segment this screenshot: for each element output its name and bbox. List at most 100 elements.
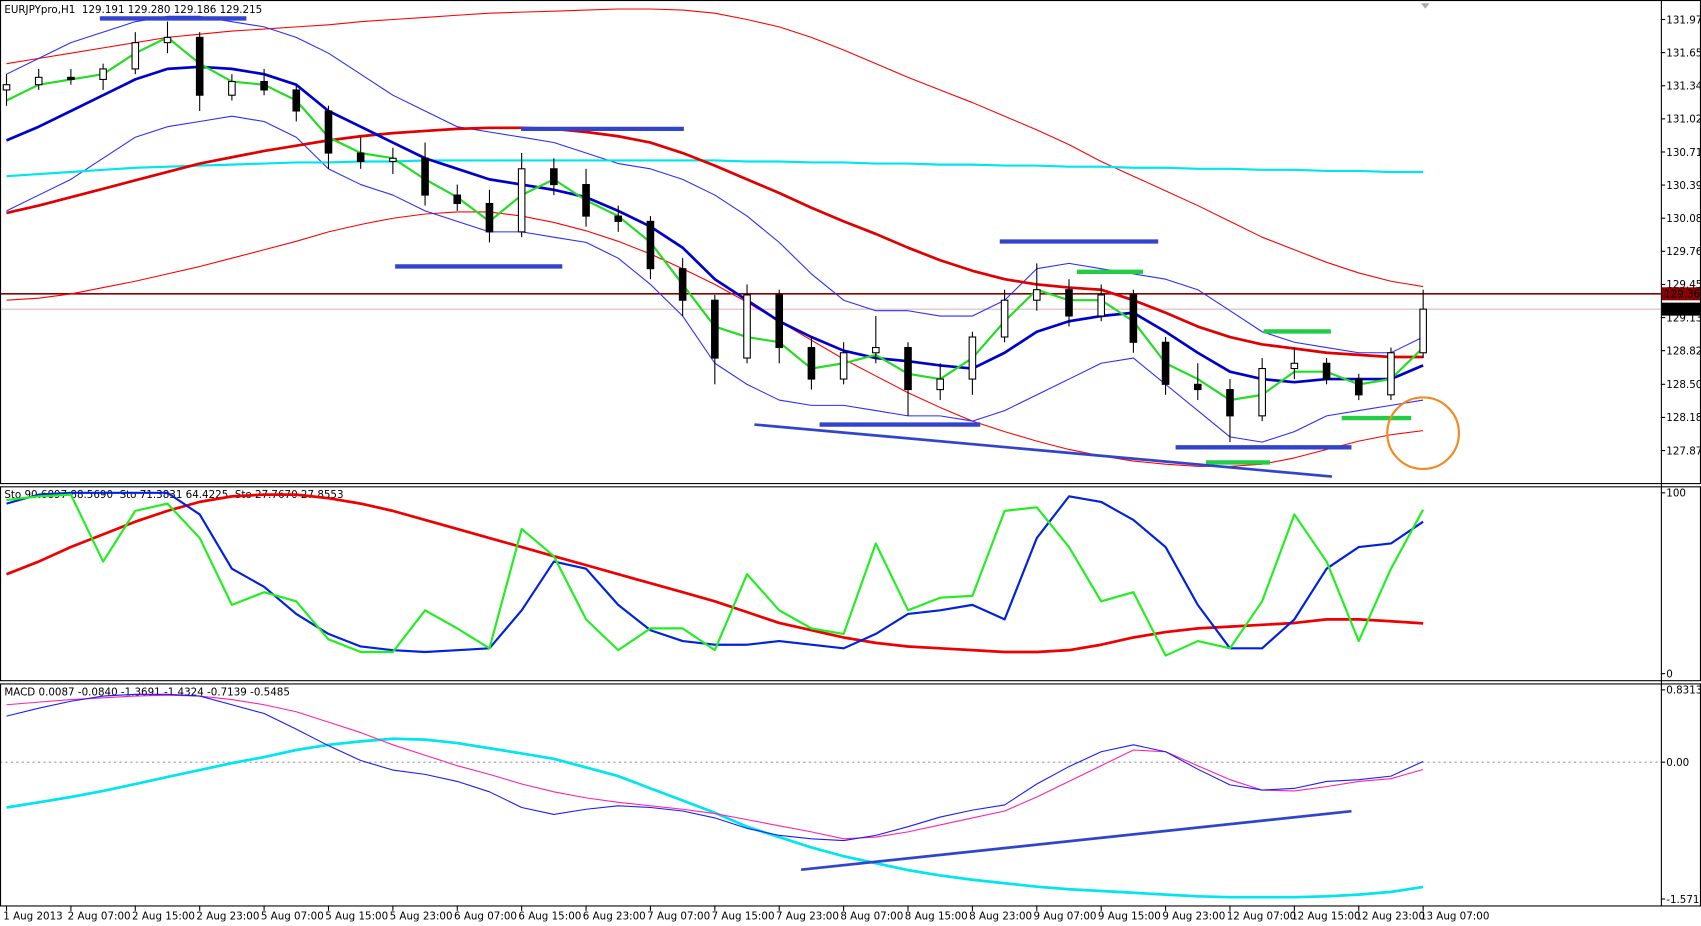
candle-body xyxy=(453,194,462,205)
indicator-line xyxy=(6,737,1424,899)
x-tick-label: 2 Aug 15:00 xyxy=(132,911,195,923)
x-tick-label: 7 Aug 15:00 xyxy=(712,911,775,923)
y-tick-label: 127.870 xyxy=(1666,445,1701,457)
x-tick-label: 9 Aug 23:00 xyxy=(1162,911,1225,923)
candle-body xyxy=(550,168,558,186)
x-tick-label: 6 Aug 23:00 xyxy=(583,911,646,923)
panel-title: Sto 90.6897 88.5690 Sto 71.3831 64.4225 … xyxy=(4,489,343,501)
candle-body xyxy=(163,36,172,44)
candle-body xyxy=(99,68,107,80)
candle-body xyxy=(228,80,236,96)
y-tick-label: 130.710 xyxy=(1666,147,1701,159)
candle-body xyxy=(292,89,301,112)
y-tick-label: 0 xyxy=(1666,668,1673,680)
candle-body xyxy=(1258,368,1266,417)
price-level-label: 129.361 xyxy=(1664,289,1701,301)
y-tick-label: 131.970 xyxy=(1666,14,1701,26)
y-tick-label: 131.655 xyxy=(1666,47,1701,59)
candle-body xyxy=(582,184,590,217)
panel-frames xyxy=(0,0,1701,907)
candle-body xyxy=(324,110,333,154)
candle-body xyxy=(678,268,687,301)
candle-body xyxy=(904,346,912,391)
x-tick-label: 1 Aug 2013 xyxy=(3,911,62,923)
indicator-line xyxy=(6,694,1424,840)
indicator-line xyxy=(6,211,1424,467)
x-tick-label: 6 Aug 07:00 xyxy=(454,911,517,923)
trend-line xyxy=(800,809,1352,872)
candle-body xyxy=(1290,362,1299,370)
indicator-line xyxy=(6,126,1424,359)
indicator-line xyxy=(6,8,1424,288)
candle-body xyxy=(807,346,816,380)
y-tick-label: 131.340 xyxy=(1666,81,1701,93)
x-tick-label: 5 Aug 07:00 xyxy=(261,911,324,923)
y-tick-label: 130.080 xyxy=(1666,213,1701,225)
candle-body xyxy=(67,76,75,80)
price-level-box xyxy=(1661,287,1701,301)
candle-body xyxy=(421,157,429,196)
candle-body xyxy=(839,352,848,380)
x-tick-label: 8 Aug 07:00 xyxy=(840,911,903,923)
panel-title: EURJPYpro,H1 129.191 129.280 129.186 129… xyxy=(4,4,262,16)
candle-body xyxy=(1129,294,1138,343)
indicator-line xyxy=(5,65,1424,384)
panel-title: MACD 0.0087 -0.0840 -1.3691 -1.4324 -0.7… xyxy=(4,686,290,698)
y-tick-label: 131.025 xyxy=(1666,114,1701,126)
candle-body xyxy=(743,294,751,359)
candle-body xyxy=(356,152,365,162)
last-price-label: 129.215 xyxy=(1664,304,1701,316)
candle-body xyxy=(485,202,494,233)
x-tick-label: 12 Aug 07:00 xyxy=(1227,911,1297,923)
candle-body xyxy=(34,76,43,86)
stochastic-panel-frame xyxy=(0,486,1701,682)
y-tick-label: 128.185 xyxy=(1666,412,1701,424)
candle-body xyxy=(131,42,140,70)
candle-body xyxy=(936,378,945,391)
macd-panel-frame xyxy=(0,683,1701,907)
indicator-line xyxy=(6,693,1424,842)
x-tick-label: 5 Aug 15:00 xyxy=(325,911,388,923)
y-tick-label: 0.00 xyxy=(1666,757,1689,769)
x-tick-label: 8 Aug 15:00 xyxy=(905,911,968,923)
candle-body xyxy=(1322,362,1331,380)
y-tick-label: 129.450 xyxy=(1666,279,1701,291)
trend-line xyxy=(754,423,1333,478)
x-tick-label: 9 Aug 15:00 xyxy=(1098,911,1161,923)
x-tick-label: 12 Aug 15:00 xyxy=(1291,911,1361,923)
x-tick-label: 2 Aug 07:00 xyxy=(68,911,131,923)
candle-body xyxy=(1354,378,1363,396)
candle-body xyxy=(775,294,784,349)
candle-body xyxy=(711,299,719,359)
y-tick-label: 128.820 xyxy=(1666,345,1701,357)
candle-body xyxy=(1161,341,1170,385)
candle-body xyxy=(1387,352,1395,396)
y-tick-label: 128.500 xyxy=(1666,379,1701,391)
x-tick-label: 8 Aug 23:00 xyxy=(969,911,1032,923)
candle-body xyxy=(517,168,526,233)
y-tick-label: 129.765 xyxy=(1666,246,1701,258)
candle-body xyxy=(195,36,204,96)
shift-marker xyxy=(1420,3,1430,9)
y-tick-label: 100 xyxy=(1666,488,1686,500)
candle-body xyxy=(2,84,11,91)
indicator-line xyxy=(6,15,1424,354)
candle-body xyxy=(968,336,977,380)
y-tick-label: -1.5712 xyxy=(1666,894,1701,906)
x-tick-label: 2 Aug 23:00 xyxy=(196,911,259,923)
last-price-box xyxy=(1661,302,1701,316)
x-tick-label: 6 Aug 15:00 xyxy=(518,911,581,923)
candle-body xyxy=(260,80,268,91)
candle-body xyxy=(1032,289,1041,301)
y-tick-label: 0.8313 xyxy=(1666,685,1701,697)
candle-body xyxy=(1000,299,1009,338)
candle-body xyxy=(872,346,880,354)
x-tick-label: 13 Aug 07:00 xyxy=(1420,911,1490,923)
indicator-line xyxy=(6,159,1424,178)
plot-layer: EURJPYpro,H1 129.191 129.280 129.186 129… xyxy=(0,4,1701,922)
highlight-circle xyxy=(1386,396,1461,471)
x-tick-label: 12 Aug 23:00 xyxy=(1356,911,1426,923)
candle-body xyxy=(1065,289,1073,317)
x-tick-label: 7 Aug 07:00 xyxy=(647,911,710,923)
